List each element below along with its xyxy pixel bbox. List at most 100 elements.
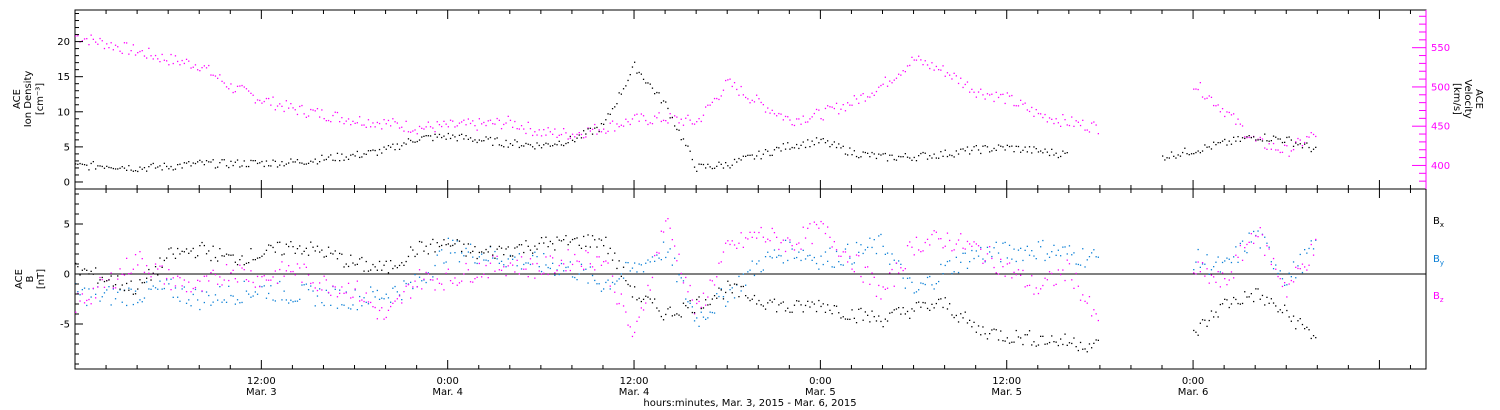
by-point [926, 276, 929, 279]
velocity-point [946, 72, 949, 74]
by-point [971, 249, 973, 252]
bx-point [114, 284, 117, 286]
bz-point [90, 303, 92, 305]
by-point [973, 257, 975, 260]
by-point [1097, 256, 1099, 258]
by-point [1279, 270, 1281, 272]
bz-point [232, 269, 234, 271]
by-point [698, 325, 700, 327]
bx-point [228, 254, 230, 256]
density-point [294, 161, 296, 163]
velocity-point [410, 131, 412, 133]
density-point [676, 128, 678, 131]
by-point [753, 274, 756, 277]
bx-point [1295, 328, 1297, 330]
by-point [1237, 261, 1239, 263]
velocity-point [707, 104, 709, 106]
velocity-point [975, 96, 977, 98]
bx-point [174, 257, 177, 259]
by-point [143, 297, 146, 299]
by-point [1306, 252, 1308, 254]
by-point [485, 259, 487, 261]
bx-point [920, 306, 922, 308]
density-point [791, 146, 793, 149]
bz-point [622, 305, 625, 307]
bz-point [518, 273, 520, 275]
by-point [654, 260, 656, 262]
by-point [296, 300, 299, 302]
by-point [239, 302, 241, 304]
velocity-point [221, 80, 223, 82]
velocity-point [1026, 109, 1028, 111]
density-point [1024, 146, 1026, 148]
bz-point [751, 236, 753, 238]
bz-point [474, 278, 476, 280]
density-point [871, 151, 873, 154]
bx-point [962, 317, 964, 319]
velocity-point [270, 104, 272, 106]
bx-point [367, 270, 370, 272]
velocity-point [1246, 137, 1248, 139]
by-point [1195, 261, 1197, 263]
bx-point [1033, 341, 1035, 343]
velocity-point [969, 91, 971, 93]
by-point [137, 301, 139, 304]
density-point [995, 149, 997, 151]
by-point [507, 258, 509, 260]
bx-point [545, 236, 547, 238]
by-point [307, 289, 310, 291]
velocity-point [101, 40, 103, 42]
velocity-point [740, 85, 742, 88]
velocity-point [163, 59, 165, 61]
density-point [474, 139, 476, 141]
by-point [1026, 245, 1028, 247]
bz-point [855, 254, 858, 256]
density-point [1306, 142, 1308, 144]
density-point [964, 150, 966, 152]
by-point [525, 262, 527, 264]
bz-point [1044, 277, 1046, 279]
density-point [166, 165, 168, 168]
density-point [680, 139, 682, 141]
bx-point [1299, 318, 1301, 320]
bz-point [1077, 285, 1079, 287]
bz-point [203, 275, 205, 277]
by-point [90, 296, 92, 298]
bz-point [574, 253, 576, 256]
bx-point [749, 299, 751, 302]
density-point [314, 158, 316, 160]
bx-point [294, 252, 296, 254]
bz-point [294, 274, 296, 276]
bx-point [800, 304, 802, 306]
velocity-point [494, 123, 496, 125]
bx-point [288, 245, 290, 248]
velocity-point [900, 74, 902, 76]
density-point [1044, 148, 1046, 150]
by-point [1253, 230, 1255, 233]
density-point [1230, 143, 1233, 145]
by-point [310, 285, 312, 287]
bz-point [239, 264, 241, 266]
density-point [576, 137, 578, 139]
bz-point [1315, 238, 1317, 241]
bz-point [636, 320, 638, 322]
by-point [629, 270, 631, 272]
velocity-point [997, 96, 1000, 99]
velocity-point [95, 41, 97, 43]
by-point [1011, 258, 1013, 260]
density-point [802, 141, 804, 143]
density-point [962, 148, 964, 150]
velocity-point [991, 93, 993, 95]
bz-point [352, 296, 354, 298]
density-point [383, 146, 385, 148]
density-point [1208, 146, 1210, 148]
density-point [940, 151, 942, 153]
bx-point [443, 239, 445, 241]
by-point [163, 287, 165, 290]
velocity-point [363, 124, 365, 126]
velocity-point [678, 122, 680, 124]
bz-point [494, 270, 496, 272]
by-point [793, 257, 796, 259]
bz-point [1213, 276, 1215, 278]
bx-point [707, 304, 709, 306]
